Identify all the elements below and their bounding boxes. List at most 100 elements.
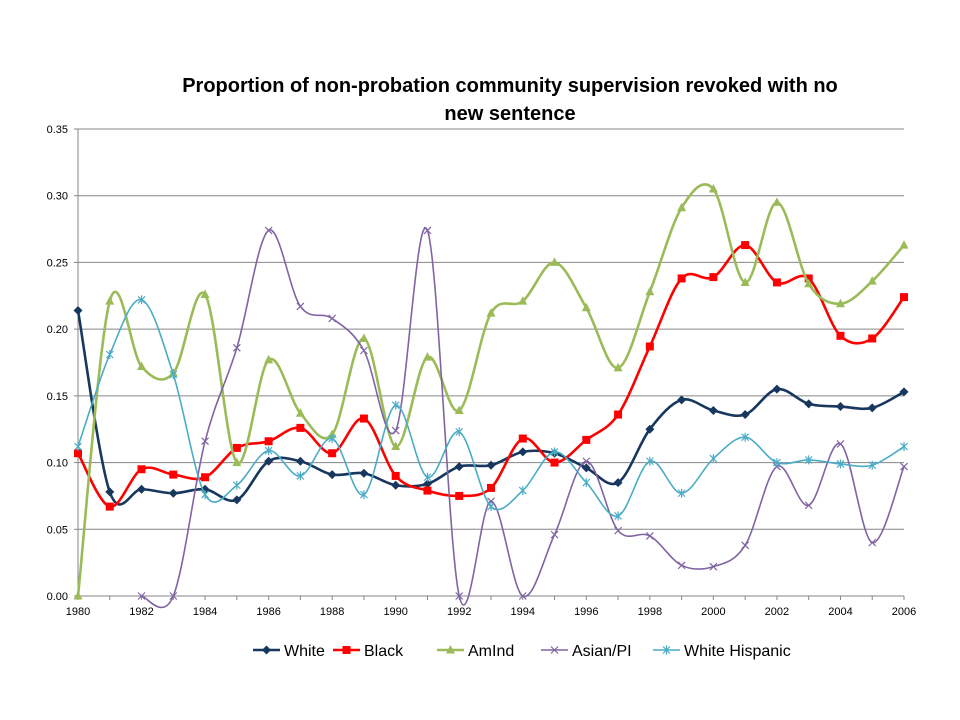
data-point-black	[518, 434, 527, 443]
legend-item-white: White	[253, 643, 325, 660]
data-point-asian-pi	[836, 439, 845, 448]
data-point-amind	[677, 202, 687, 212]
data-point-black	[359, 414, 368, 423]
data-point-white-hispanic	[582, 478, 591, 488]
data-point-asian-pi	[232, 343, 241, 352]
data-point-asian-pi	[518, 592, 527, 600]
data-point-white	[359, 468, 369, 478]
data-point-amind	[581, 302, 591, 312]
data-point-white	[645, 424, 655, 434]
data-point-asian-pi	[677, 561, 686, 570]
y-tick-label: 0.25	[47, 257, 68, 269]
data-point-black	[201, 473, 210, 482]
data-point-asian-pi	[900, 462, 908, 471]
series-line-amind	[76, 183, 905, 597]
data-point-white-hispanic	[645, 456, 654, 466]
data-point-white-hispanic	[391, 400, 400, 410]
data-point-black	[868, 334, 877, 343]
data-point-white	[835, 402, 845, 412]
data-point-black	[614, 410, 623, 419]
y-axis-ticks: 0.00 0.05 0.10 0.15 0.20 0.25 0.30 0.35	[47, 124, 78, 603]
data-point-amind	[772, 197, 782, 206]
x-tick-label: 1984	[193, 606, 217, 618]
legend-marker	[550, 646, 559, 654]
x-tick-label: 1992	[447, 606, 471, 618]
data-point-amind	[232, 457, 242, 467]
data-point-amind	[835, 298, 845, 308]
chart-title-line-1: Proportion of non-probation community su…	[182, 75, 838, 97]
chart-title-line-2: new sentence	[444, 103, 575, 125]
legend-marker	[262, 645, 271, 655]
y-tick-label: 0.35	[47, 124, 68, 136]
data-point-asian-pi	[264, 226, 273, 235]
data-point-white-hispanic	[264, 446, 273, 456]
data-point-amind	[359, 333, 369, 342]
data-point-amind	[295, 408, 305, 417]
x-tick-label: 2002	[765, 606, 789, 618]
data-point-white-hispanic	[74, 442, 82, 452]
data-point-white-hispanic	[137, 295, 146, 305]
data-point-white-hispanic	[614, 511, 623, 521]
data-point-black	[550, 458, 559, 467]
data-point-asian-pi	[328, 314, 337, 323]
data-point-white	[486, 460, 496, 470]
chart-title: Proportion of non-probation community su…	[182, 75, 838, 125]
series-line-white-hispanic	[77, 298, 905, 517]
data-point-white-hispanic	[169, 370, 178, 380]
data-point-black	[137, 465, 146, 474]
data-point-asian-pi	[741, 541, 750, 550]
data-point-black	[391, 471, 400, 480]
data-point-white-hispanic	[105, 349, 114, 359]
data-point-white-hispanic	[359, 490, 368, 500]
legend-label: Black	[364, 643, 404, 660]
x-tick-label: 1994	[511, 606, 535, 618]
data-point-black	[232, 443, 241, 452]
series-white-hispanic	[74, 295, 908, 521]
data-point-black	[169, 470, 178, 479]
data-point-white	[867, 403, 877, 413]
y-tick-label: 0.10	[47, 458, 68, 470]
x-tick-label: 2004	[828, 606, 852, 618]
data-point-amind	[645, 286, 655, 296]
data-point-white	[105, 487, 115, 497]
data-point-amind	[867, 276, 877, 285]
data-point-white	[581, 463, 591, 473]
data-point-black	[900, 293, 908, 302]
data-point-asian-pi	[359, 346, 368, 355]
data-point-asian-pi	[804, 501, 813, 510]
data-point-black	[264, 437, 273, 446]
data-point-white	[804, 399, 814, 409]
y-tick-label: 0.20	[47, 324, 68, 336]
data-point-amind	[454, 405, 464, 415]
series-black	[74, 241, 908, 511]
data-point-asian-pi	[391, 426, 400, 435]
data-point-asian-pi	[455, 592, 464, 600]
data-point-asian-pi	[423, 226, 432, 235]
series-asian-pi	[137, 226, 908, 609]
data-point-white-hispanic	[423, 472, 432, 482]
legend-label: White Hispanic	[684, 643, 791, 660]
data-point-black	[804, 274, 813, 283]
data-point-white-hispanic	[550, 447, 559, 457]
x-tick-label: 1998	[638, 606, 662, 618]
data-point-black	[296, 423, 305, 432]
data-point-white-hispanic	[487, 502, 495, 512]
y-tick-label: 0.00	[47, 591, 68, 603]
data-point-asian-pi	[582, 457, 591, 466]
data-point-white-hispanic	[709, 454, 718, 464]
data-point-asian-pi	[169, 592, 178, 600]
data-point-white-hispanic	[518, 486, 527, 496]
data-point-amind	[200, 289, 210, 298]
data-point-white-hispanic	[455, 427, 464, 437]
data-point-amind	[740, 277, 750, 286]
data-point-white	[73, 305, 83, 315]
y-tick-label: 0.05	[47, 524, 68, 536]
data-point-white-hispanic	[836, 459, 845, 469]
data-point-black	[772, 278, 781, 287]
data-point-white	[613, 478, 623, 488]
data-point-white-hispanic	[804, 455, 813, 465]
y-tick-label: 0.30	[47, 191, 68, 203]
x-tick-label: 1996	[574, 606, 598, 618]
legend-marker	[446, 645, 455, 654]
data-point-black	[709, 273, 718, 282]
